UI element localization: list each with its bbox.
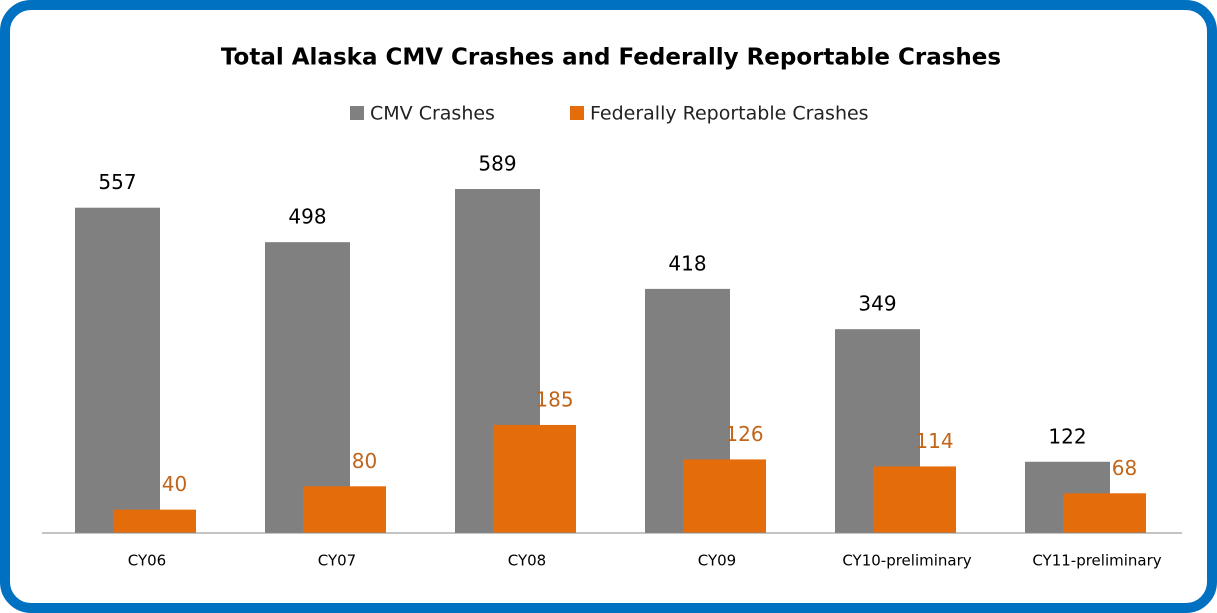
x-tick-label: CY11-preliminary	[1032, 552, 1161, 570]
data-label: 349	[858, 292, 896, 316]
data-label: 126	[725, 422, 763, 446]
data-label: 122	[1048, 424, 1086, 448]
legend-swatch	[350, 106, 364, 120]
data-label: 40	[162, 472, 187, 496]
bar	[873, 466, 956, 533]
data-label: 80	[352, 449, 377, 473]
bar	[303, 486, 386, 533]
legend-label: CMV Crashes	[370, 103, 495, 125]
legend-label: Federally Reportable Crashes	[590, 103, 869, 125]
bar	[75, 207, 160, 533]
data-label: 68	[1112, 456, 1137, 480]
bar	[265, 242, 350, 533]
x-tick-label: CY06	[128, 552, 166, 570]
chart-title: Total Alaska CMV Crashes and Federally R…	[221, 45, 1001, 71]
bar	[113, 509, 196, 533]
x-tick-label: CY07	[318, 552, 356, 570]
bar	[1063, 493, 1146, 533]
x-tick-label: CY08	[508, 552, 546, 570]
data-label: 418	[668, 251, 706, 275]
legend-swatch	[570, 106, 584, 120]
data-label: 185	[535, 387, 573, 411]
data-label: 114	[915, 429, 953, 453]
data-label: 589	[478, 152, 516, 176]
data-label: 557	[98, 170, 136, 194]
x-tick-label: CY10-preliminary	[842, 552, 971, 570]
x-tick-label: CY09	[698, 552, 736, 570]
data-label: 498	[288, 205, 326, 229]
bar	[493, 424, 576, 533]
bar	[683, 459, 766, 533]
